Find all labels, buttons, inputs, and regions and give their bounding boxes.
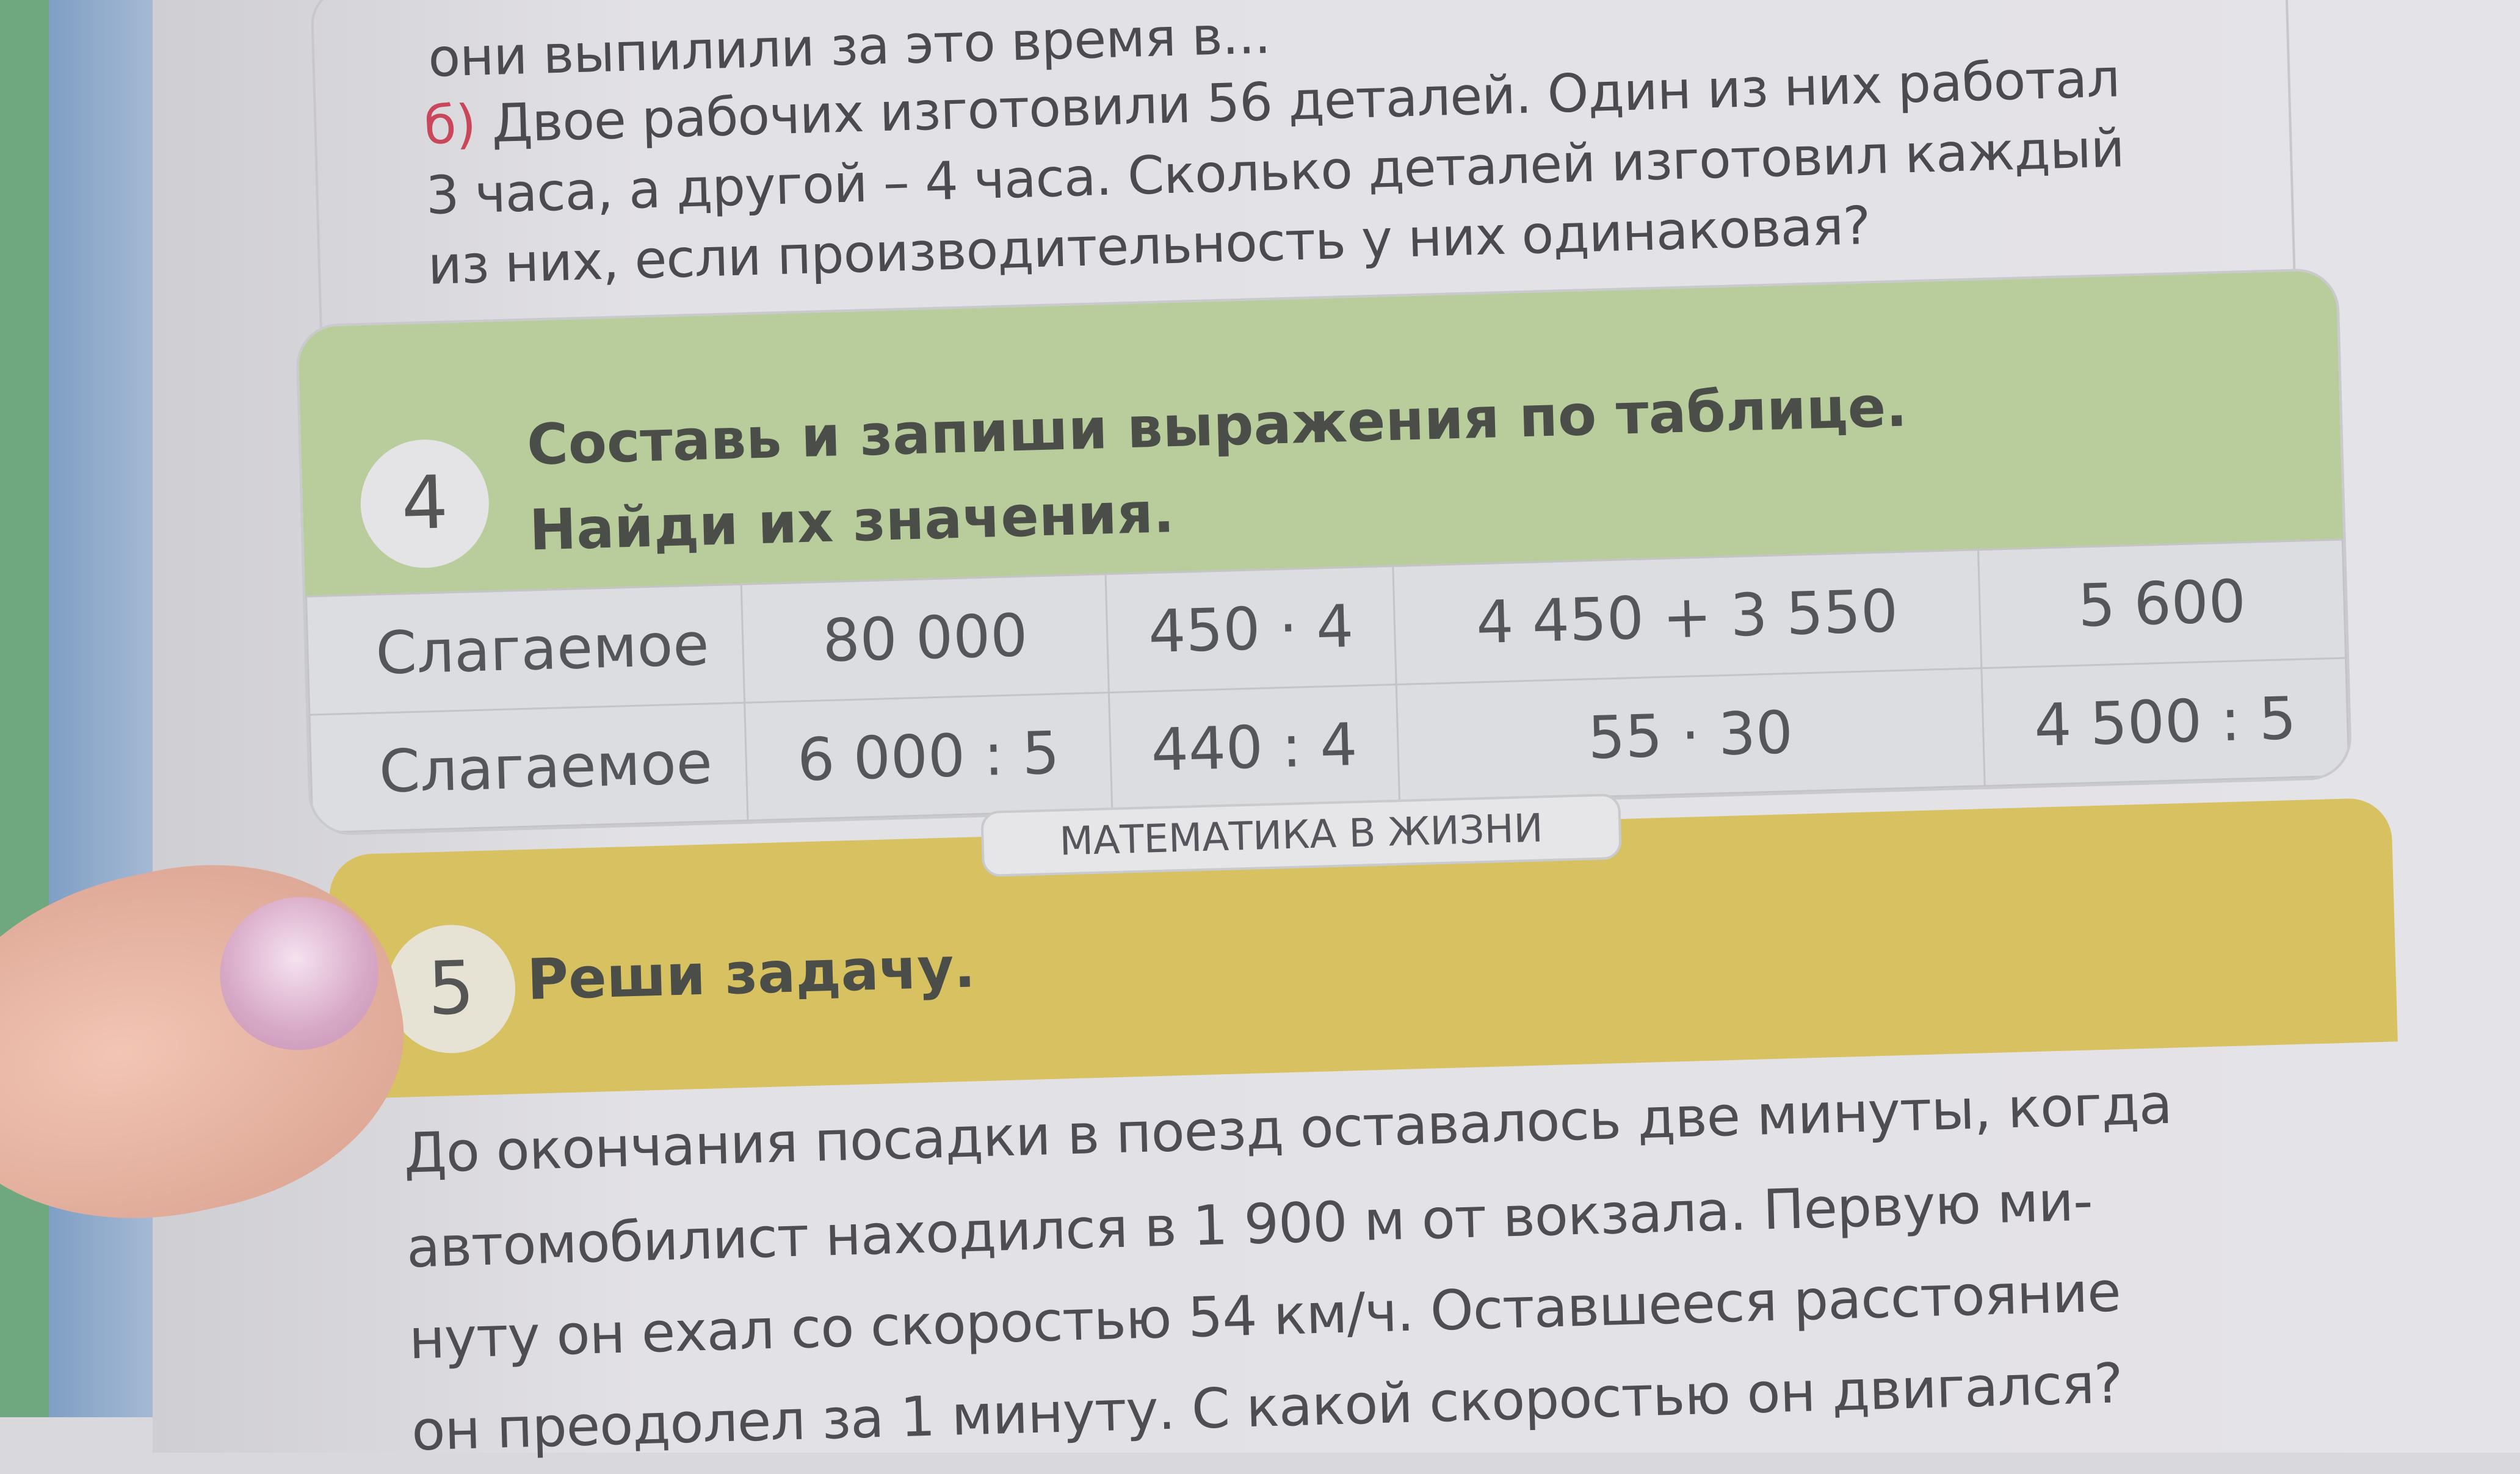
- table-cell: 5 600: [1978, 540, 2346, 668]
- table-cell: Слагаемое: [309, 702, 748, 833]
- task-4-box: 4 Составь и запиши выражения по таблице.…: [295, 267, 2353, 836]
- table-cell: 6 000 : 5: [744, 692, 1112, 821]
- table-cell: 4 450 + 3 550: [1392, 549, 1982, 684]
- table-cell: Слагаемое: [306, 584, 745, 715]
- task-5-title: Реши задачу.: [526, 934, 976, 1013]
- table-cell: 440 : 4: [1109, 684, 1400, 811]
- table-cell: 55 · 30: [1396, 668, 1985, 803]
- table-cell: 450 · 4: [1106, 566, 1397, 693]
- item-marker: б): [423, 93, 477, 157]
- table-cell: 80 000: [741, 574, 1109, 703]
- table-cell: 4 500 : 5: [1981, 657, 2349, 786]
- problem-text-line: нуту он ехал со скоростью 54 км/ч. Остав…: [408, 1260, 2121, 1372]
- task-number-badge: 5: [385, 923, 517, 1055]
- problem-text-line: автомобилист находился в 1 900 м от вокз…: [405, 1169, 2093, 1281]
